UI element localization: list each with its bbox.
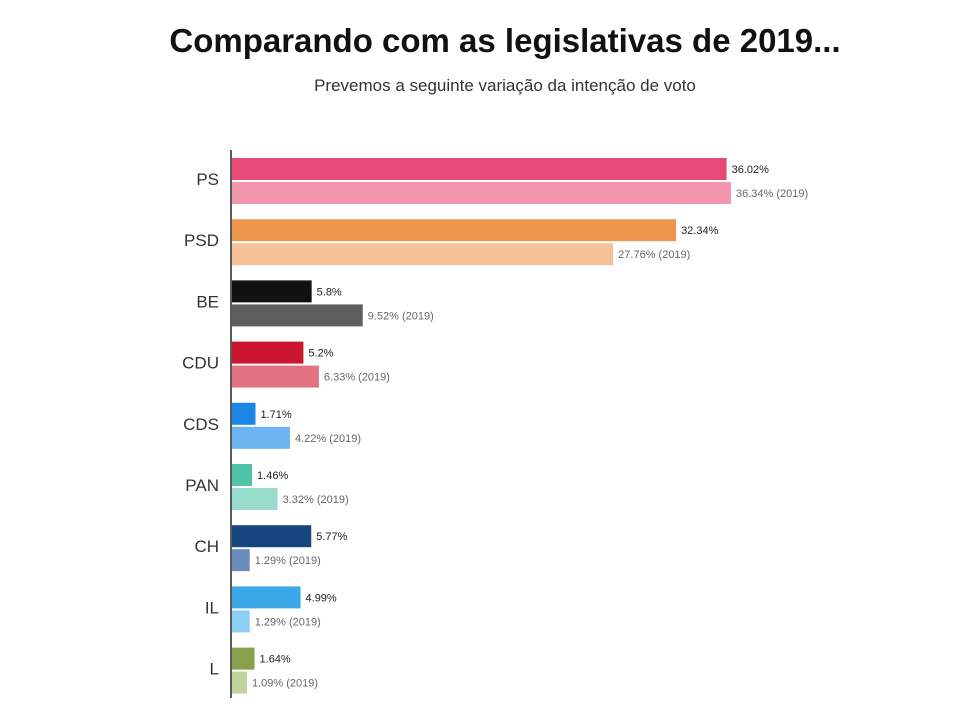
value-label-il-previous: 1.29% (2019) <box>255 616 321 628</box>
bar-l-current <box>232 647 255 670</box>
bar-l-previous <box>232 671 247 694</box>
category-label-psd: PSD <box>184 231 219 250</box>
category-label-il: IL <box>205 598 219 617</box>
bar-ch-current <box>232 525 312 548</box>
bar-pan-previous <box>232 488 278 510</box>
value-label-cdu-previous: 6.33% (2019) <box>324 372 390 384</box>
category-label-be: BE <box>196 292 219 311</box>
value-label-be-previous: 9.52% (2019) <box>368 310 434 322</box>
value-label-psd-previous: 27.76% (2019) <box>618 249 690 261</box>
value-label-pan-current: 1.46% <box>257 470 288 482</box>
bar-ch-previous <box>232 549 250 572</box>
value-label-ps-previous: 36.34% (2019) <box>736 188 808 200</box>
category-label-ps: PS <box>196 170 219 189</box>
value-label-ch-previous: 1.29% (2019) <box>255 555 321 567</box>
category-label-cdu: CDU <box>182 354 219 373</box>
value-label-ch-current: 5.77% <box>316 531 347 543</box>
value-label-cds-previous: 4.22% (2019) <box>295 433 361 445</box>
bar-il-current <box>232 586 301 609</box>
bar-psd-current <box>232 219 677 242</box>
bar-ps-previous <box>232 182 731 204</box>
bar-psd-previous <box>232 243 614 266</box>
category-label-ch: CH <box>194 537 219 556</box>
bar-cdu-current <box>232 341 304 364</box>
chart-title: Comparando com as legislativas de 2019..… <box>169 22 841 59</box>
value-label-cdu-current: 5.2% <box>308 348 333 360</box>
bar-cds-current <box>232 402 256 425</box>
value-label-ps-current: 36.02% <box>732 164 770 176</box>
bar-cdu-previous <box>232 365 319 388</box>
bar-il-previous <box>232 610 250 633</box>
value-label-psd-current: 32.34% <box>681 225 719 237</box>
bar-be-current <box>232 280 312 303</box>
bar-be-previous <box>232 304 363 327</box>
bar-cds-previous <box>232 426 290 449</box>
value-label-cds-current: 1.71% <box>260 409 291 421</box>
value-label-l-current: 1.64% <box>260 654 291 666</box>
value-label-be-current: 5.8% <box>317 286 342 298</box>
value-label-pan-previous: 3.32% (2019) <box>283 494 349 506</box>
category-label-pan: PAN <box>185 476 219 495</box>
chart-subtitle: Prevemos a seguinte variação da intenção… <box>314 76 696 95</box>
category-label-cds: CDS <box>183 415 219 434</box>
bar-ps-current <box>232 158 727 180</box>
value-label-l-previous: 1.09% (2019) <box>252 678 318 690</box>
category-label-l: L <box>210 660 219 679</box>
value-label-il-current: 4.99% <box>306 592 337 604</box>
bar-pan-current <box>232 464 253 486</box>
